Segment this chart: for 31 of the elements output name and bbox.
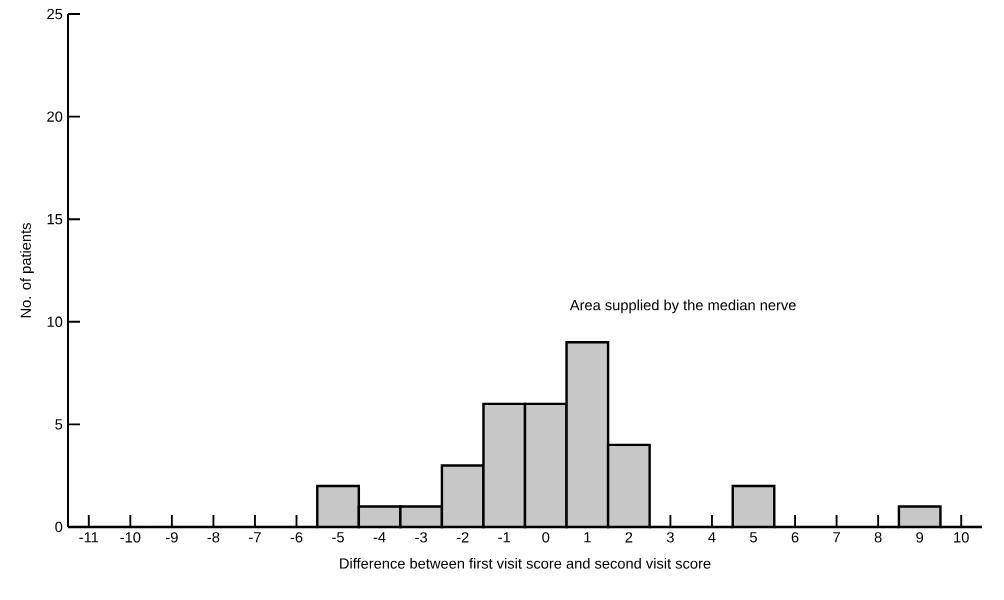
x-axis-title: Difference between first visit score and second visit score: [340, 557, 711, 569]
x-tick-label: -10: [120, 532, 141, 543]
x-tick-label: 2: [625, 532, 633, 543]
x-tick-label: -4: [373, 532, 386, 543]
x-tick-label: 10: [954, 532, 969, 543]
y-tick-label: 10: [47, 316, 63, 327]
x-tick-label: 6: [791, 532, 799, 543]
y-tick-label: 20: [47, 111, 63, 122]
x-tick-label: -5: [332, 532, 344, 543]
x-tick-label: -7: [249, 532, 261, 543]
x-tick-label: -8: [207, 532, 220, 543]
x-tick-label: -3: [415, 532, 428, 543]
x-tick-label: -11: [79, 532, 99, 543]
x-tick-label: -9: [166, 532, 178, 543]
x-tick-label: 1: [584, 532, 591, 543]
x-tick-label: 9: [916, 532, 924, 543]
x-tick-label: -1: [498, 532, 511, 543]
y-tick-label: 0: [55, 521, 63, 533]
annotation: Area supplied by the median nerve: [569, 299, 796, 314]
x-tick-label: -6: [290, 532, 303, 543]
x-tick-label: 5: [750, 532, 757, 543]
x-tick-label: 7: [833, 532, 840, 543]
y-axis-title: No. of patients: [20, 223, 34, 318]
x-tick-label: 4: [708, 532, 716, 543]
x-tick-label: 8: [874, 532, 882, 543]
x-tick-label: 3: [666, 532, 674, 543]
y-tick-label: 25: [47, 8, 63, 20]
y-tick-label: 5: [55, 419, 63, 430]
y-tick-label: 15: [47, 214, 63, 225]
x-tick-label: -2: [456, 532, 469, 543]
x-tick-label: 0: [542, 532, 550, 543]
